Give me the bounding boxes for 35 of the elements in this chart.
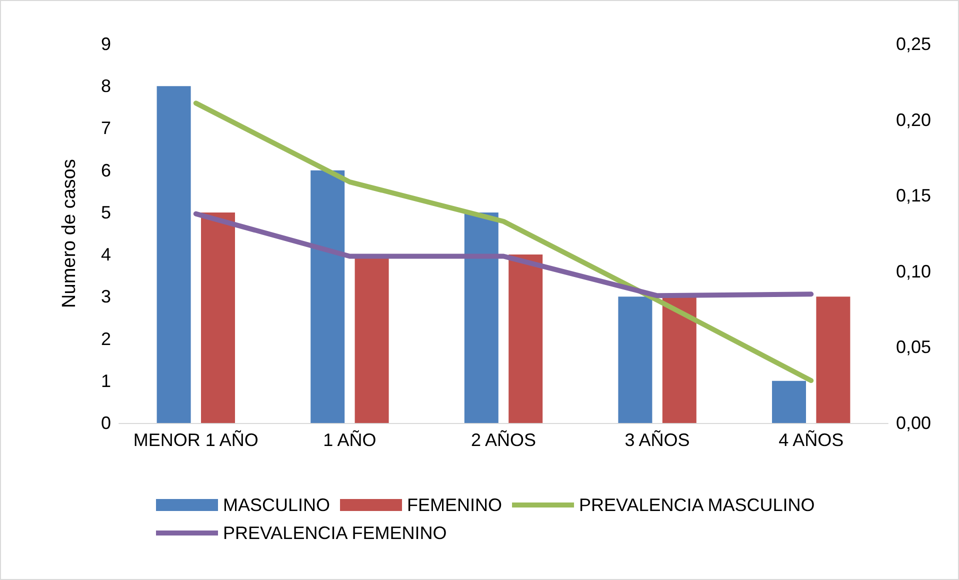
y-tick-label: 1	[100, 370, 111, 391]
legend-label: PREVALENCIA MASCULINO	[579, 495, 815, 515]
bar	[816, 296, 850, 423]
y-tick-label: 3	[100, 286, 111, 307]
y-tick-label: 0	[100, 413, 111, 433]
y-tick-label: 6	[100, 160, 111, 180]
y2-tick-label: 0,10	[896, 261, 932, 282]
y-tick-label: 7	[100, 118, 111, 138]
y-axis-title: Numero de casos	[59, 159, 80, 308]
x-tick-label: 3 AÑOS	[624, 430, 690, 450]
y2-tick-label: 0,05	[896, 337, 932, 358]
y-tick-label: 2	[100, 328, 111, 349]
y-tick-label: 9	[100, 34, 111, 54]
y2-tick-label: 0,15	[896, 186, 932, 206]
bar	[464, 212, 498, 423]
y2-tick-label: 0,25	[896, 34, 932, 54]
bar	[156, 86, 191, 423]
bar	[201, 212, 235, 423]
bar	[618, 296, 652, 423]
legend-label: MASCULINO	[223, 495, 330, 515]
x-tick-label: 2 AÑOS	[470, 430, 536, 450]
bar	[662, 296, 696, 423]
x-tick-label: MENOR 1 AÑO	[133, 430, 258, 450]
x-tick-label: 1 AÑO	[323, 430, 376, 450]
y-tick-label: 5	[100, 202, 111, 222]
bar	[772, 380, 806, 423]
y2-tick-label: 0,00	[896, 413, 932, 433]
legend-label: FEMENINO	[407, 495, 502, 515]
bar	[310, 170, 345, 423]
x-tick-label: 4 AÑOS	[778, 430, 844, 450]
legend-label: PREVALENCIA FEMENINO	[223, 523, 447, 543]
y-tick-label: 8	[100, 76, 111, 96]
y-tick-label: 4	[100, 244, 111, 265]
bar	[508, 254, 543, 423]
y2-tick-label: 0,20	[896, 110, 932, 130]
